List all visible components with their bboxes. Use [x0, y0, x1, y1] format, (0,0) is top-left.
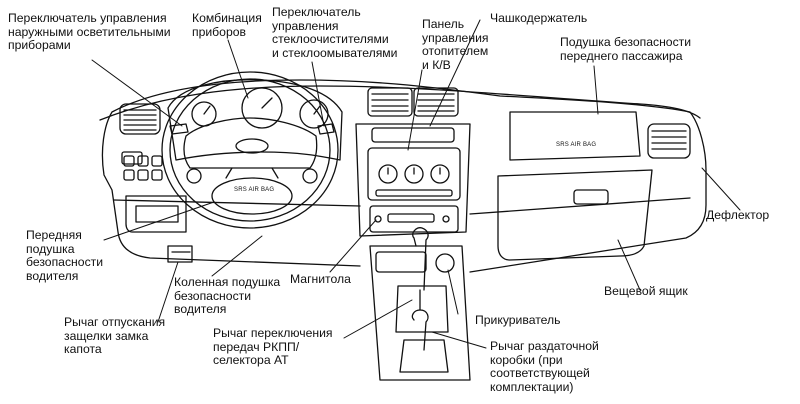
left-switches-icon: [121, 151, 163, 181]
label-instrument-cluster: Комбинация приборов: [192, 11, 262, 39]
panel-srs-badge: SRS AIR BAG: [556, 142, 597, 148]
dashboard-lower-edge: [113, 197, 691, 215]
label-wiper-switch: Переключатель управления стеклоочистител…: [272, 5, 398, 60]
cluster-hood: [167, 79, 343, 161]
glovebox-icon: [497, 169, 653, 261]
console: [369, 245, 471, 381]
label-hood-release: Рычаг отпускания защелки замка капота: [64, 315, 166, 357]
dashboard-outline: [101, 79, 707, 273]
gear-lever-icon: [395, 227, 449, 333]
radio-icon: [369, 205, 459, 233]
heater-controls-icon: [367, 147, 461, 201]
label-heater-panel: Панель управления отопителем и К/В: [422, 17, 489, 72]
cupholder-slot: [371, 127, 455, 143]
label-driver-airbag: Передняя подушка безопасности водителя: [26, 228, 104, 283]
wheel-srs-badge: SRS AIR BAG: [234, 187, 275, 193]
label-lighter: Прикуриватель: [475, 313, 561, 327]
center-vent-icon: [367, 87, 459, 117]
center-stack: [355, 123, 471, 237]
hood-release-icon: [167, 245, 193, 263]
transfer-lever-icon: [399, 309, 449, 373]
left-vent-icon: [119, 103, 161, 135]
steering-wheel-icon: [161, 71, 339, 229]
label-glovebox: Вещевой ящик: [604, 284, 688, 298]
leader-lines: [91, 19, 741, 349]
label-knee-airbag: Коленная подушка безопасности водителя: [174, 275, 281, 317]
glovebox-handle: [573, 189, 609, 205]
passenger-airbag-panel: [509, 111, 641, 161]
wiper-stalk-icon: [317, 123, 335, 135]
label-exterior-lights-switch: Переключатель управления наружными освет…: [8, 11, 171, 53]
ashtray: [375, 251, 427, 273]
gauge-icons: [191, 87, 329, 129]
right-vent-icon: [647, 123, 691, 159]
label-radio: Магнитола: [290, 272, 351, 286]
label-cupholder: Чашкодержатель: [490, 11, 588, 25]
label-gear-lever: Рычаг переключения передач РКПП/ селекто…: [213, 326, 333, 368]
label-deflector: Дефлектор: [706, 208, 770, 222]
label-transfer-lever: Рычаг раздаточной коробки (при соответст…: [490, 339, 599, 394]
lighter-socket: [435, 253, 455, 273]
label-passenger-airbag: Подушка безопасности переднего пассажира: [560, 35, 692, 63]
left-storage-icon: [125, 195, 187, 233]
